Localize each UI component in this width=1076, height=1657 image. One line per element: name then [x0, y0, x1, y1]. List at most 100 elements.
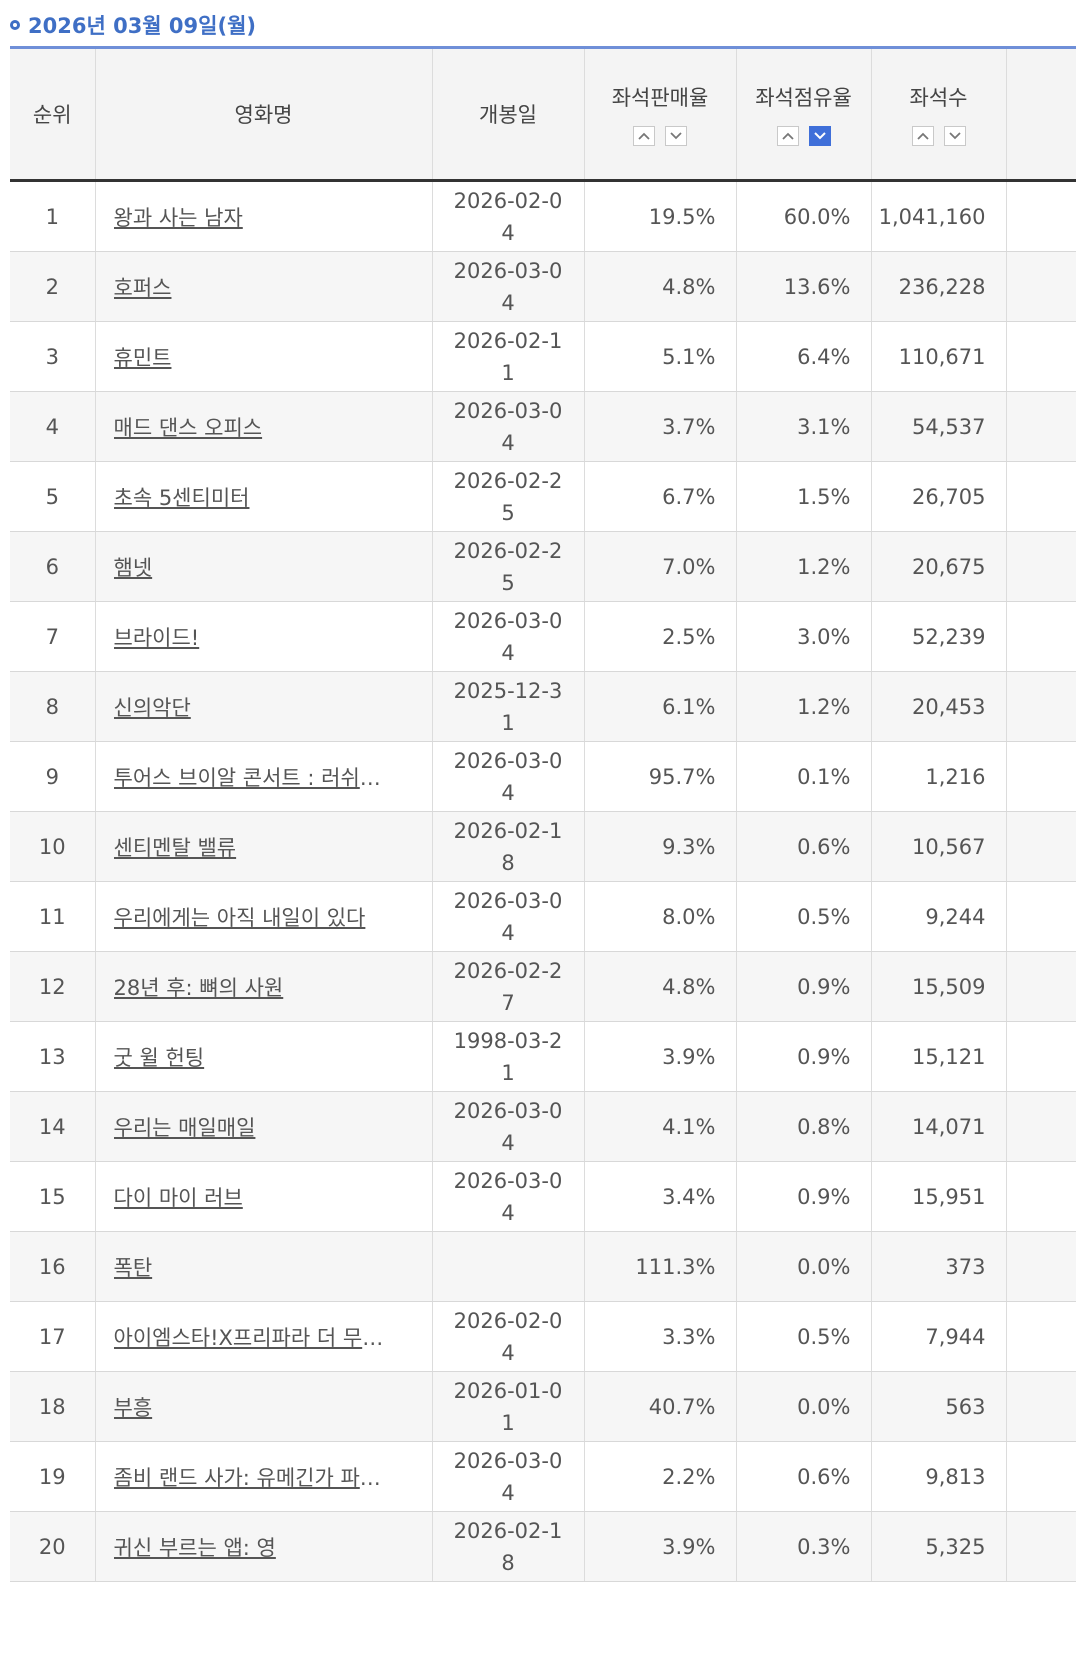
rank-cell: 20 — [10, 1511, 96, 1582]
movie-title-link[interactable]: 굿 윌 헌팅 — [113, 1045, 205, 1070]
rank-cell: 4 — [10, 391, 96, 462]
movie-title-link[interactable]: 귀신 부르는 앱: 영 — [113, 1535, 276, 1560]
table-row: 13 굿 윌 헌팅 1998-03-21 3.9% 0.9% 15,121 — [10, 1021, 1076, 1092]
col-seats: 좌석수 — [871, 49, 1007, 182]
sort-desc-icon[interactable] — [943, 126, 966, 146]
table-row: 8 신의악단 2025-12-31 6.1% 1.2% 20,453 — [10, 671, 1076, 742]
seats-cell: 1,041,160 — [871, 180, 1007, 252]
movie-title-link[interactable]: 센티멘탈 밸류 — [113, 835, 237, 860]
title-cell: 아이엠스타!X프리파라 더 무비 … — [95, 1301, 433, 1372]
movie-title-link[interactable]: 우리는 매일매일 — [113, 1115, 256, 1140]
col-rank: 순위 — [10, 49, 96, 182]
sort-desc-active-icon[interactable] — [808, 126, 831, 146]
extra-cell — [1006, 1021, 1076, 1092]
sort-asc-icon[interactable] — [911, 126, 934, 146]
movie-title-link[interactable]: 투어스 브이알 콘서트 : 러쉬로드 — [113, 765, 384, 790]
release-date-cell: 2026-02-18 — [432, 1511, 585, 1582]
col-sales-rate: 좌석판매율 — [584, 49, 737, 182]
seats-cell: 110,671 — [871, 321, 1007, 392]
movie-title-link[interactable]: 호퍼스 — [113, 275, 172, 300]
extra-cell — [1006, 951, 1076, 1022]
sort-asc-icon[interactable] — [776, 126, 799, 146]
share-rate-cell: 6.4% — [736, 321, 872, 392]
col-extra — [1006, 49, 1076, 182]
table-row: 9 투어스 브이알 콘서트 : 러쉬로드 2026-03-04 95.7% 0.1% 1,… — [10, 741, 1076, 812]
rank-cell: 15 — [10, 1161, 96, 1232]
movie-title-link[interactable]: 다이 마이 러브 — [113, 1185, 243, 1210]
share-rate-cell: 0.6% — [736, 811, 872, 882]
share-rate-cell: 0.1% — [736, 741, 872, 812]
extra-cell — [1006, 1511, 1076, 1582]
movie-title-link[interactable]: 매드 댄스 오피스 — [113, 415, 263, 440]
seats-cell: 563 — [871, 1371, 1007, 1442]
sort-desc-icon[interactable] — [665, 126, 687, 146]
movie-title-link[interactable]: 햄넷 — [113, 555, 153, 580]
rank-cell: 9 — [10, 741, 96, 812]
sales-rate-cell: 5.1% — [584, 321, 737, 392]
table-row: 6 햄넷 2026-02-25 7.0% 1.2% 20,675 — [10, 531, 1076, 602]
rank-cell: 3 — [10, 321, 96, 392]
extra-cell — [1006, 321, 1076, 392]
table-row: 20 귀신 부르는 앱: 영 2026-02-18 3.9% 0.3% 5,325 — [10, 1511, 1076, 1582]
rank-cell: 5 — [10, 461, 96, 532]
movie-title-link[interactable]: 우리에게는 아직 내일이 있다 — [113, 905, 366, 930]
share-rate-cell: 13.6% — [736, 251, 872, 322]
share-rate-cell: 0.9% — [736, 951, 872, 1022]
seats-cell: 7,944 — [871, 1301, 1007, 1372]
movie-title-link[interactable]: 왕과 사는 남자 — [113, 205, 243, 230]
sales-rate-cell: 9.3% — [584, 811, 737, 882]
sales-rate-cell: 3.7% — [584, 391, 737, 462]
table-header-row: 순위 영화명 개봉일 좌석판매율 좌석점유율 — [10, 49, 1076, 182]
sales-rate-cell: 4.1% — [584, 1091, 737, 1162]
col-release: 개봉일 — [432, 49, 585, 182]
release-date-cell: 2026-02-04 — [432, 1301, 585, 1372]
movie-title-link[interactable]: 휴민트 — [113, 345, 172, 370]
release-date-cell: 2026-03-04 — [432, 391, 585, 462]
date-text: 2026년 03월 09일(월) — [28, 14, 256, 38]
title-cell: 다이 마이 러브 — [95, 1161, 433, 1232]
release-date-cell: 2026-02-27 — [432, 951, 585, 1022]
release-date-cell: 1998-03-21 — [432, 1021, 585, 1092]
title-cell: 휴민트 — [95, 321, 433, 392]
release-date-cell: 2026-03-04 — [432, 881, 585, 952]
sales-rate-cell: 6.1% — [584, 671, 737, 742]
sales-rate-cell: 95.7% — [584, 741, 737, 812]
seats-cell: 236,228 — [871, 251, 1007, 322]
movie-title-link[interactable]: 폭탄 — [113, 1255, 153, 1280]
circle-bullet-icon — [10, 20, 20, 30]
extra-cell — [1006, 391, 1076, 462]
extra-cell — [1006, 741, 1076, 812]
seats-cell: 52,239 — [871, 601, 1007, 672]
sales-rate-cell: 3.9% — [584, 1021, 737, 1092]
release-date-cell: 2026-03-04 — [432, 251, 585, 322]
movie-title-link[interactable]: 좀비 랜드 사가: 유메긴가 파라… — [113, 1465, 384, 1490]
table-row: 14 우리는 매일매일 2026-03-04 4.1% 0.8% 14,071 — [10, 1091, 1076, 1162]
rank-cell: 14 — [10, 1091, 96, 1162]
col-share-rate: 좌석점유율 — [736, 49, 872, 182]
share-rate-cell: 1.5% — [736, 461, 872, 532]
sales-rate-cell: 6.7% — [584, 461, 737, 532]
rank-cell: 17 — [10, 1301, 96, 1372]
share-rate-cell: 3.1% — [736, 391, 872, 462]
sales-rate-cell: 40.7% — [584, 1371, 737, 1442]
movie-title-link[interactable]: 28년 후: 뼈의 사원 — [113, 975, 284, 1000]
movie-title-link[interactable]: 브라이드! — [113, 625, 200, 650]
rank-cell: 1 — [10, 180, 96, 252]
title-cell: 신의악단 — [95, 671, 433, 742]
share-rate-cell: 0.3% — [736, 1511, 872, 1582]
movie-title-link[interactable]: 초속 5센티미터 — [113, 485, 250, 510]
movie-title-link[interactable]: 아이엠스타!X프리파라 더 무비 … — [113, 1325, 384, 1350]
rank-cell: 12 — [10, 951, 96, 1022]
release-date-cell: 2026-03-04 — [432, 1441, 585, 1512]
movie-title-link[interactable]: 부흥 — [113, 1395, 153, 1420]
movie-title-link[interactable]: 신의악단 — [113, 695, 191, 720]
sales-rate-cell: 2.2% — [584, 1441, 737, 1512]
seats-cell: 20,453 — [871, 671, 1007, 742]
release-date-cell: 2026-02-18 — [432, 811, 585, 882]
extra-cell — [1006, 1301, 1076, 1372]
title-cell: 폭탄 — [95, 1231, 433, 1302]
seats-cell: 5,325 — [871, 1511, 1007, 1582]
seats-cell: 20,675 — [871, 531, 1007, 602]
sort-asc-icon[interactable] — [633, 126, 655, 146]
sales-rate-cell: 2.5% — [584, 601, 737, 672]
